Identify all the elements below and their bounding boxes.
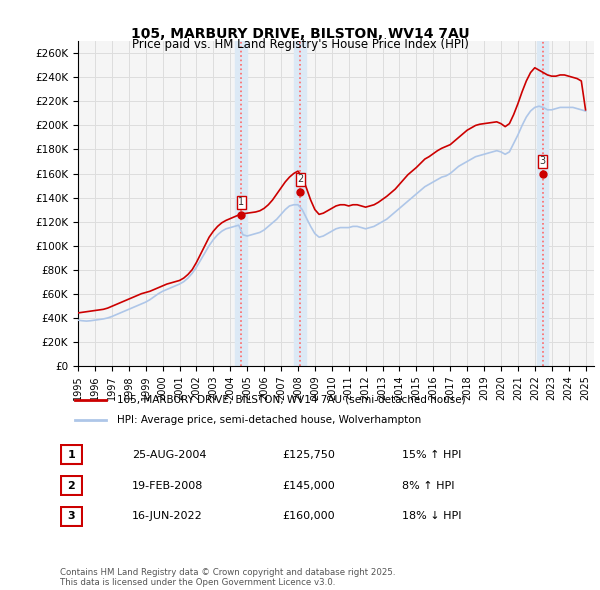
Text: 19-FEB-2008: 19-FEB-2008	[132, 481, 203, 490]
Bar	[538, 41, 548, 366]
Bar	[294, 41, 306, 366]
Text: HPI: Average price, semi-detached house, Wolverhampton: HPI: Average price, semi-detached house,…	[117, 415, 421, 425]
Bar	[235, 41, 247, 366]
Text: 3: 3	[539, 156, 545, 166]
Text: Contains HM Land Registry data © Crown copyright and database right 2025.
This d: Contains HM Land Registry data © Crown c…	[60, 568, 395, 587]
Text: 18% ↓ HPI: 18% ↓ HPI	[402, 512, 461, 521]
Text: 1: 1	[68, 450, 75, 460]
Text: 3: 3	[68, 512, 75, 521]
FancyBboxPatch shape	[61, 476, 82, 495]
Text: 2: 2	[68, 481, 75, 490]
FancyBboxPatch shape	[61, 507, 82, 526]
Text: £125,750: £125,750	[282, 450, 335, 460]
Text: 1: 1	[238, 198, 244, 208]
Text: £160,000: £160,000	[282, 512, 335, 521]
FancyBboxPatch shape	[61, 445, 82, 464]
Text: 105, MARBURY DRIVE, BILSTON, WV14 7AU: 105, MARBURY DRIVE, BILSTON, WV14 7AU	[131, 27, 469, 41]
Text: 16-JUN-2022: 16-JUN-2022	[132, 512, 203, 521]
Text: 2: 2	[297, 174, 303, 184]
Text: Price paid vs. HM Land Registry's House Price Index (HPI): Price paid vs. HM Land Registry's House …	[131, 38, 469, 51]
Text: 25-AUG-2004: 25-AUG-2004	[132, 450, 206, 460]
Text: 15% ↑ HPI: 15% ↑ HPI	[402, 450, 461, 460]
Text: £145,000: £145,000	[282, 481, 335, 490]
Text: 105, MARBURY DRIVE, BILSTON, WV14 7AU (semi-detached house): 105, MARBURY DRIVE, BILSTON, WV14 7AU (s…	[117, 395, 466, 405]
Text: 8% ↑ HPI: 8% ↑ HPI	[402, 481, 455, 490]
